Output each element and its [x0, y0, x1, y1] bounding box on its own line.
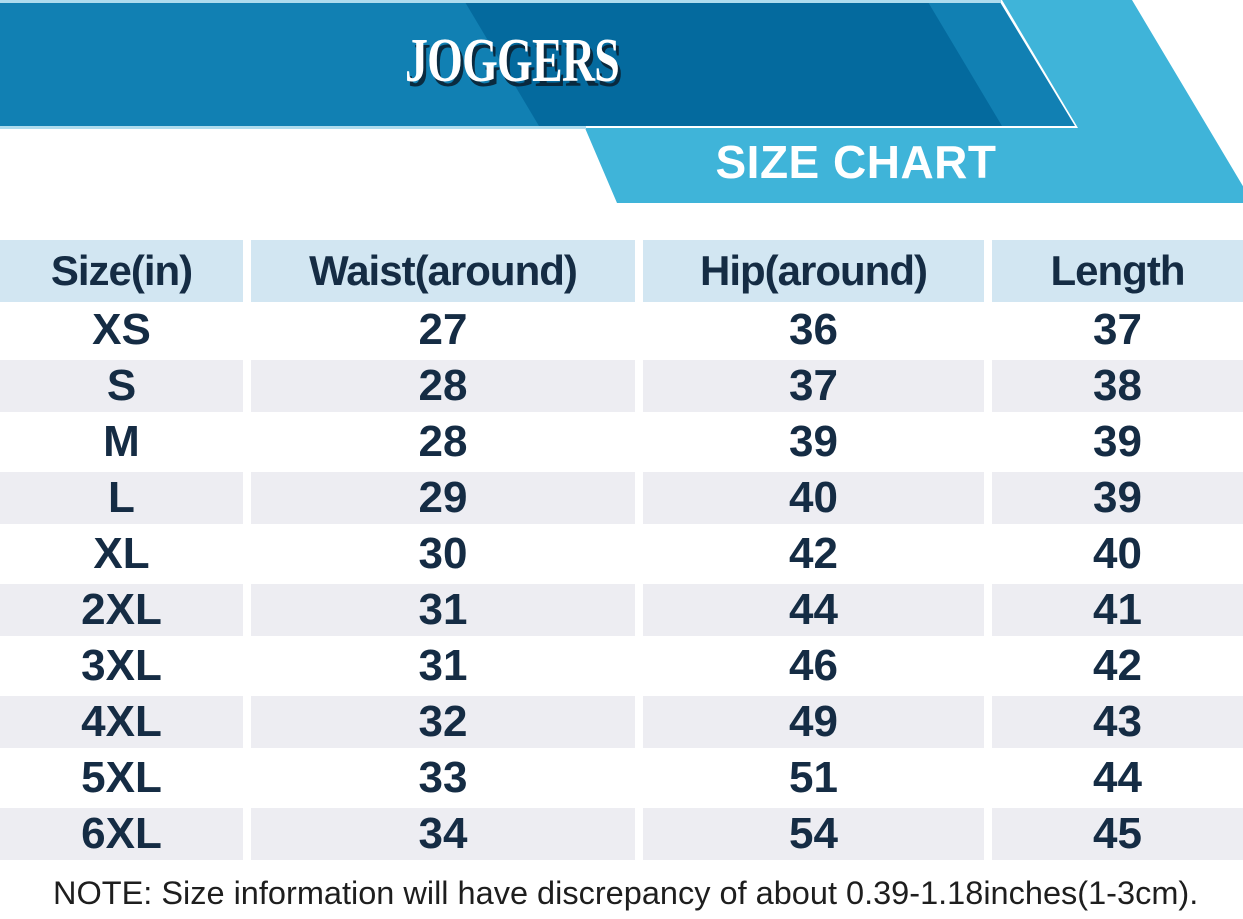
- table-row-XS: XS 27 36 37: [0, 302, 1243, 358]
- table-cell: 39: [992, 470, 1243, 526]
- table-cell: 39: [643, 414, 984, 470]
- header-cell-2: Hip(around): [643, 240, 984, 302]
- banner-bottom-edge-line: [0, 126, 586, 129]
- table-row-2XL: 2XL 31 44 41: [0, 582, 1243, 638]
- table-cell: 42: [643, 526, 984, 582]
- header-banner: JOGGERS SIZE CHART: [0, 0, 1243, 206]
- table-cell: 42: [992, 638, 1243, 694]
- table-cell: 41: [992, 582, 1243, 638]
- table-cell: 32: [251, 694, 635, 750]
- table-row-S: S 28 37 38: [0, 358, 1243, 414]
- table-cell: 28: [251, 414, 635, 470]
- table-cell: 31: [251, 638, 635, 694]
- size-chart-table: Size(in) Waist(around) Hip(around) Length X…: [0, 240, 1243, 862]
- table-cell: 34: [251, 806, 635, 862]
- header-cell-0: Size(in): [0, 240, 243, 302]
- table-cell: 45: [992, 806, 1243, 862]
- table-row-L: L 29 40 39: [0, 470, 1243, 526]
- table-cell: 40: [992, 526, 1243, 582]
- banner-top-edge-line: [0, 0, 1001, 3]
- table-row-M: M 28 39 39: [0, 414, 1243, 470]
- table-cell: 38: [992, 358, 1243, 414]
- table-cell: 49: [643, 694, 984, 750]
- table-cell: 39: [992, 414, 1243, 470]
- table-cell: 43: [992, 694, 1243, 750]
- header-cell-3: Length: [992, 240, 1243, 302]
- table-row-4XL: 4XL 32 49 43: [0, 694, 1243, 750]
- header-cell-1: Waist(around): [251, 240, 635, 302]
- table-cell: 46: [643, 638, 984, 694]
- table-row-5XL: 5XL 33 51 44: [0, 750, 1243, 806]
- table-cell: 29: [251, 470, 635, 526]
- size-label-cell: M: [0, 414, 243, 470]
- size-label-cell: XL: [0, 526, 243, 582]
- table-cell: 54: [643, 806, 984, 862]
- size-label-cell: 2XL: [0, 582, 243, 638]
- table-cell: 51: [643, 750, 984, 806]
- table-cell: 37: [643, 358, 984, 414]
- size-label-cell: S: [0, 358, 243, 414]
- table-row-6XL: 6XL 34 54 45: [0, 806, 1243, 862]
- product-title: JOGGERS: [404, 27, 620, 95]
- table-cell: 27: [251, 302, 635, 358]
- table-cell: 37: [992, 302, 1243, 358]
- table-body: XS 27 36 37 S 28 37 38 M 28 39 39 L 29 40 39 XL 30 42 40 2XL…: [0, 302, 1243, 862]
- size-label-cell: 3XL: [0, 638, 243, 694]
- banner-dark-blue-parallelogram: [465, 2, 1002, 126]
- table-cell: 28: [251, 358, 635, 414]
- size-note: NOTE: Size information will have discrep…: [53, 875, 1199, 911]
- table-cell: 33: [251, 750, 635, 806]
- table-cell: 44: [992, 750, 1243, 806]
- table-row-3XL: 3XL 31 46 42: [0, 638, 1243, 694]
- size-label-cell: L: [0, 470, 243, 526]
- table-cell: 44: [643, 582, 984, 638]
- size-label-cell: 6XL: [0, 806, 243, 862]
- size-chart-title: SIZE CHART: [715, 136, 997, 188]
- table-cell: 30: [251, 526, 635, 582]
- size-label-cell: 4XL: [0, 694, 243, 750]
- table-cell: 40: [643, 470, 984, 526]
- size-label-cell: XS: [0, 302, 243, 358]
- size-label-cell: 5XL: [0, 750, 243, 806]
- table-cell: 31: [251, 582, 635, 638]
- table-cell: 36: [643, 302, 984, 358]
- table-row-XL: XL 30 42 40: [0, 526, 1243, 582]
- table-header-row: Size(in) Waist(around) Hip(around) Length: [0, 240, 1243, 302]
